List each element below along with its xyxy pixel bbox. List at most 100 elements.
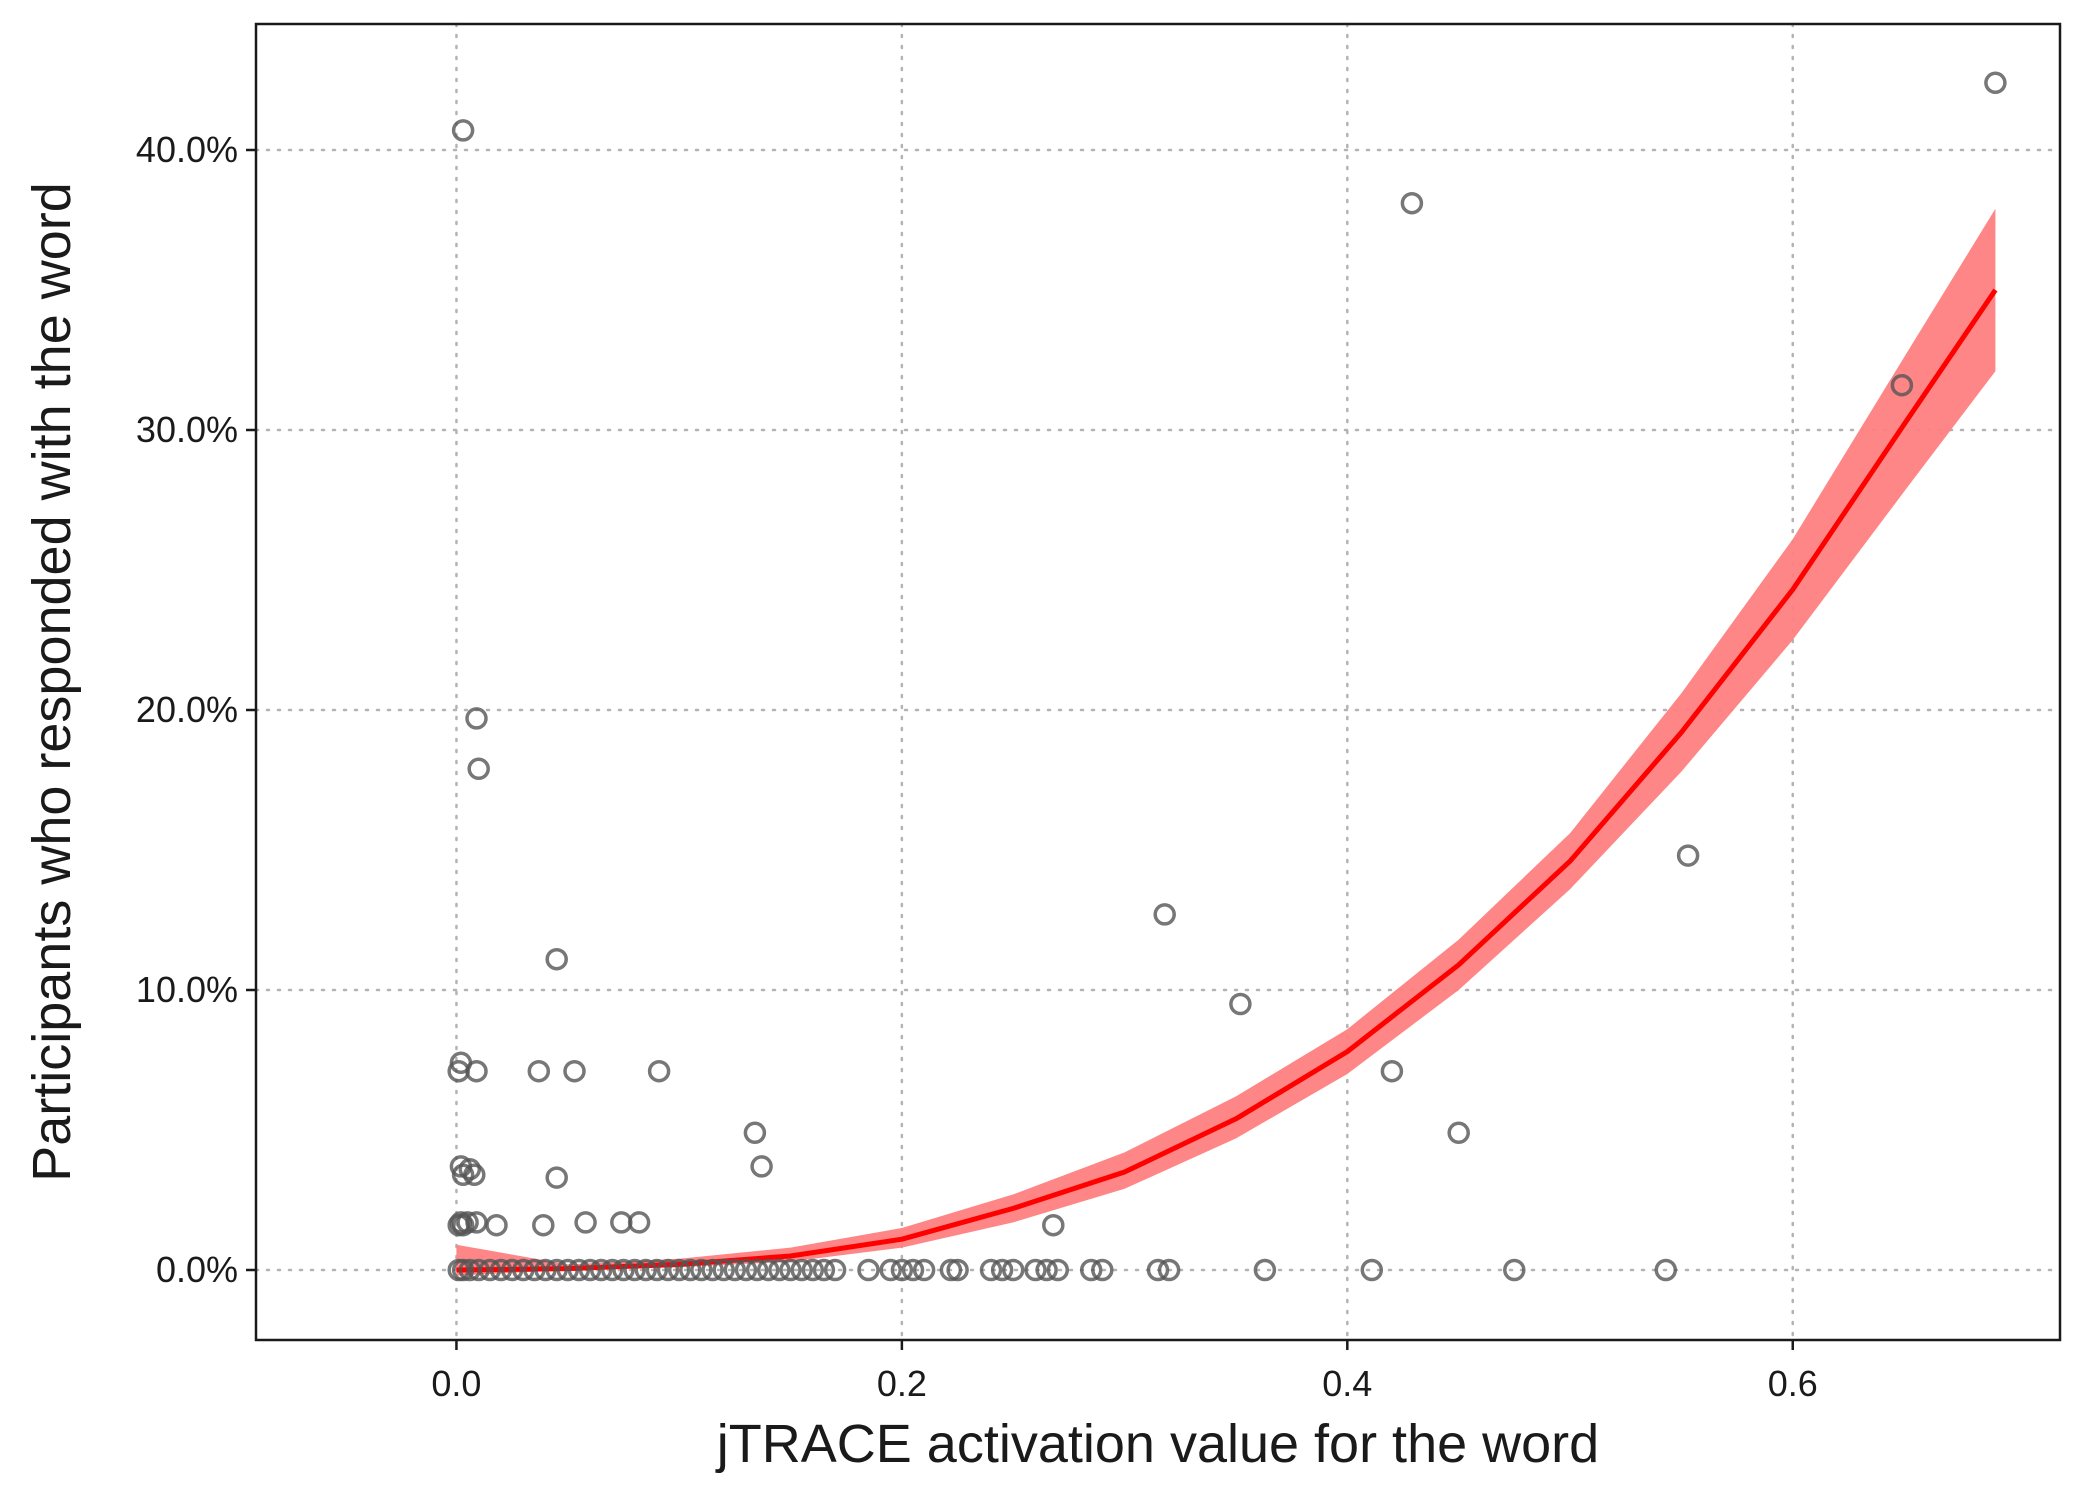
data-point bbox=[1676, 844, 1700, 867]
data-point bbox=[812, 1258, 836, 1282]
y-tick-label: 10.0% bbox=[136, 969, 238, 1010]
x-tick-label: 0.2 bbox=[877, 1363, 927, 1404]
y-tick-label: 20.0% bbox=[136, 689, 238, 730]
data-point bbox=[1360, 1258, 1384, 1282]
x-tick-label: 0.4 bbox=[1322, 1363, 1372, 1404]
data-point bbox=[589, 1258, 613, 1282]
data-point bbox=[712, 1258, 735, 1282]
data-point bbox=[489, 1258, 513, 1282]
data-point bbox=[574, 1211, 597, 1234]
y-tick-label: 40.0% bbox=[136, 129, 238, 170]
data-point bbox=[890, 1258, 914, 1282]
data-point bbox=[723, 1258, 747, 1282]
data-point bbox=[743, 1121, 767, 1145]
data-point bbox=[656, 1258, 680, 1282]
data-point bbox=[1503, 1258, 1526, 1282]
data-point bbox=[467, 1258, 490, 1282]
data-point bbox=[1091, 1258, 1114, 1282]
data-point bbox=[1079, 1258, 1103, 1282]
data-point bbox=[627, 1211, 651, 1234]
data-point bbox=[556, 1258, 580, 1282]
data-point bbox=[1046, 1258, 1070, 1282]
data-point bbox=[458, 1157, 482, 1181]
data-point bbox=[645, 1258, 669, 1282]
data-point bbox=[734, 1258, 758, 1282]
data-point bbox=[750, 1155, 773, 1178]
data-point bbox=[1380, 1059, 1404, 1083]
data-point bbox=[532, 1213, 555, 1237]
data-point bbox=[1400, 191, 1424, 215]
data-point bbox=[451, 1163, 475, 1187]
data-points bbox=[447, 71, 2007, 1282]
y-tick-label: 0.0% bbox=[156, 1249, 238, 1290]
data-point bbox=[500, 1258, 524, 1282]
data-point bbox=[527, 1059, 551, 1083]
data-point bbox=[901, 1258, 925, 1282]
x-axis-ticks: 0.0 0.2 0.4 0.6 bbox=[431, 1340, 1818, 1404]
data-point bbox=[634, 1258, 658, 1282]
data-point bbox=[1035, 1258, 1058, 1282]
data-point bbox=[756, 1258, 780, 1282]
data-point bbox=[545, 1166, 568, 1189]
data-point bbox=[857, 1258, 880, 1282]
data-point bbox=[567, 1258, 591, 1282]
y-axis-ticks: 0.0% 10.0% 20.0% 30.0% 40.0% bbox=[136, 129, 256, 1290]
data-point bbox=[1042, 1213, 1065, 1237]
data-point bbox=[1447, 1121, 1470, 1145]
data-point bbox=[801, 1258, 825, 1282]
data-point bbox=[779, 1258, 802, 1282]
data-point bbox=[879, 1258, 902, 1282]
data-point bbox=[451, 119, 475, 142]
data-point bbox=[485, 1213, 508, 1237]
data-point bbox=[790, 1258, 813, 1282]
data-point bbox=[690, 1258, 713, 1282]
data-point bbox=[465, 1059, 488, 1083]
data-point bbox=[701, 1258, 724, 1282]
data-point bbox=[612, 1258, 635, 1282]
data-point bbox=[823, 1258, 847, 1282]
data-point bbox=[465, 707, 488, 730]
data-point bbox=[523, 1258, 546, 1282]
data-point bbox=[647, 1059, 671, 1083]
data-point bbox=[667, 1258, 691, 1282]
data-point bbox=[1654, 1258, 1678, 1282]
data-point bbox=[534, 1258, 557, 1282]
data-point bbox=[623, 1258, 646, 1282]
data-point bbox=[768, 1258, 791, 1282]
x-tick-label: 0.6 bbox=[1768, 1363, 1818, 1404]
plot-border bbox=[254, 22, 2062, 1342]
y-tick-label: 30.0% bbox=[136, 409, 238, 450]
data-point bbox=[912, 1258, 936, 1282]
data-point bbox=[1024, 1258, 1047, 1282]
y-axis-title: Participants who responded with the word bbox=[22, 182, 82, 1182]
data-point bbox=[545, 947, 568, 971]
data-point bbox=[512, 1258, 535, 1282]
data-point bbox=[463, 1163, 486, 1187]
data-point bbox=[1153, 903, 1176, 926]
data-point bbox=[1001, 1258, 1025, 1282]
data-point bbox=[467, 757, 490, 781]
data-point bbox=[578, 1258, 602, 1282]
x-axis-title: jTRACE activation value for the word bbox=[715, 1414, 1599, 1474]
confidence-band-area bbox=[456, 208, 1996, 1276]
data-point bbox=[990, 1258, 1014, 1282]
data-point bbox=[979, 1258, 1003, 1282]
data-point bbox=[451, 1258, 475, 1282]
data-point bbox=[1253, 1258, 1277, 1282]
data-point bbox=[1229, 992, 1252, 1016]
x-tick-label: 0.0 bbox=[431, 1363, 481, 1404]
data-point bbox=[563, 1059, 586, 1083]
data-point bbox=[1984, 71, 2007, 95]
confidence-band bbox=[456, 208, 1996, 1276]
data-point bbox=[679, 1258, 702, 1282]
data-point bbox=[478, 1258, 502, 1282]
data-point bbox=[456, 1211, 479, 1234]
data-point bbox=[601, 1258, 624, 1282]
data-point bbox=[1890, 373, 1914, 397]
data-point bbox=[946, 1258, 969, 1282]
plot-panel bbox=[256, 24, 2060, 1340]
data-point bbox=[1157, 1258, 1181, 1282]
data-point bbox=[745, 1258, 769, 1282]
data-point bbox=[545, 1258, 568, 1282]
